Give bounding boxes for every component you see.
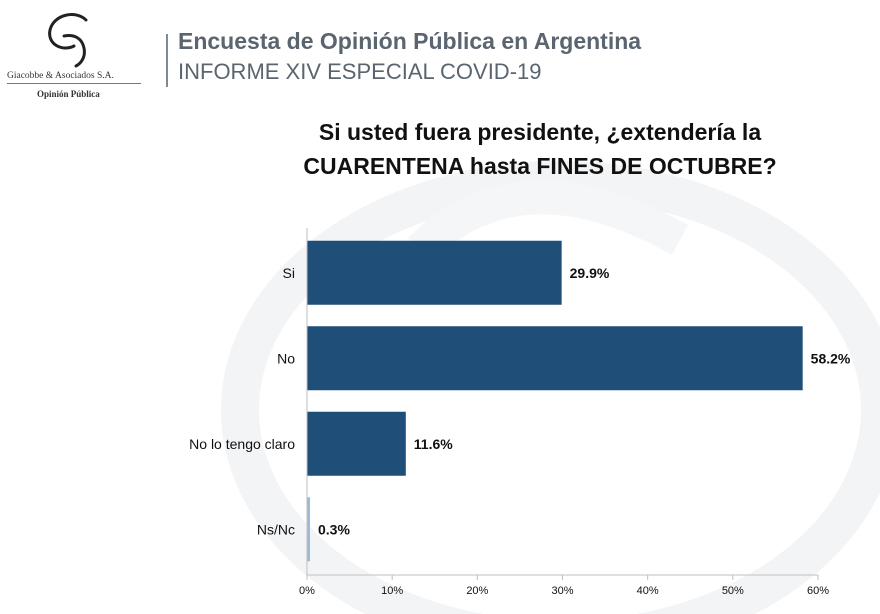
company-logo: Giacobbe & Asociados S.A. Opinión Públic… bbox=[4, 10, 144, 105]
logo-company-name: Giacobbe & Asociados S.A. bbox=[7, 71, 141, 84]
category-label: Ns/Nc bbox=[257, 521, 295, 537]
bar bbox=[307, 411, 406, 476]
page-title: Encuesta de Opinión Pública en Argentina bbox=[178, 28, 642, 54]
category-label: No lo tengo claro bbox=[189, 436, 295, 452]
bar bbox=[307, 497, 310, 562]
chart-title-line-1: Si usted fuera presidente, ¿extendería l… bbox=[318, 119, 762, 145]
x-tick-label: 20% bbox=[466, 585, 488, 597]
x-tick-label: 10% bbox=[381, 585, 403, 597]
chart-title: Si usted fuera presidente, ¿extendería l… bbox=[250, 115, 830, 183]
chart-title-line-2: CUARENTENA hasta FINES DE OCTUBRE? bbox=[303, 153, 777, 179]
page-subtitle: INFORME XIV ESPECIAL COVID-19 bbox=[178, 59, 542, 84]
header-divider bbox=[166, 34, 168, 87]
x-tick-label: 30% bbox=[551, 585, 573, 597]
bar bbox=[307, 240, 562, 305]
category-label: Si bbox=[283, 265, 295, 281]
x-tick-label: 40% bbox=[637, 585, 659, 597]
x-tick-label: 0% bbox=[299, 585, 315, 597]
bar bbox=[307, 326, 803, 391]
logo-mark-icon bbox=[48, 13, 88, 68]
data-label: 58.2% bbox=[811, 350, 851, 366]
data-label: 0.3% bbox=[318, 521, 350, 537]
data-label: 29.9% bbox=[570, 265, 610, 281]
logo-department: Opinión Pública bbox=[37, 89, 100, 99]
x-tick-label: 50% bbox=[722, 585, 744, 597]
x-tick-label: 60% bbox=[807, 585, 829, 597]
data-label: 11.6% bbox=[414, 436, 453, 452]
category-label: No bbox=[277, 350, 295, 366]
